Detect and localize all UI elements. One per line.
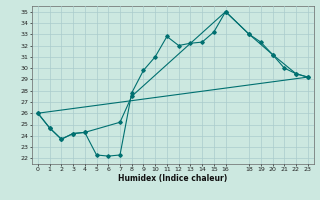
X-axis label: Humidex (Indice chaleur): Humidex (Indice chaleur) xyxy=(118,174,228,183)
